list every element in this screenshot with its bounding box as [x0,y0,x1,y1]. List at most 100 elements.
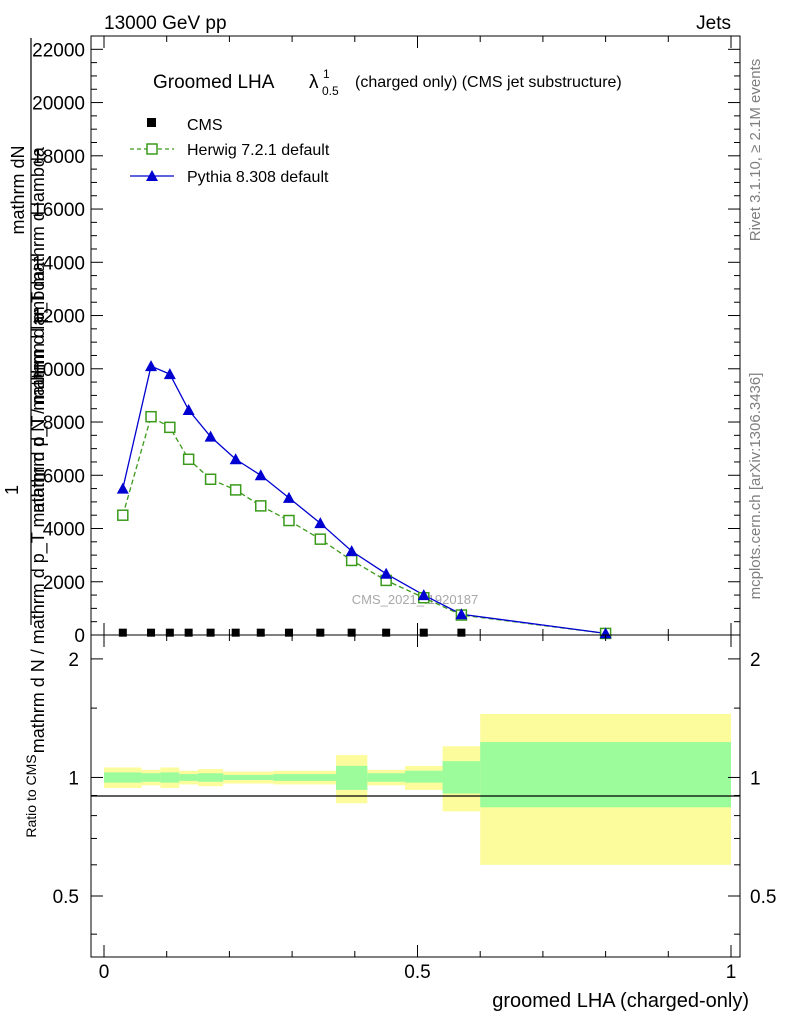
title-rest: (charged only) (CMS jet substructure) [355,74,622,91]
x-tick-label: 1 [726,962,737,983]
header-left: 13000 GeV pp [104,13,227,34]
ratio-bands [104,713,731,865]
ratio-y-tick-label-left: 2 [68,650,79,671]
main-y-tick-label: 16000 [32,200,85,221]
cms-point [165,628,174,637]
ratio-y-tick-label-left: 0.5 [53,887,79,908]
x-tick-label: 0 [99,962,110,983]
ratio-stat-uncertainty-band [223,774,274,781]
legend-pythia-label: Pythia 8.308 default [187,169,329,186]
pythia-point [182,404,195,416]
ratio-stat-uncertainty-band [160,772,180,783]
cms-point [382,628,391,637]
main-y-tick-label: 8000 [43,413,85,434]
ratio-y-tick-label-right: 2 [750,650,761,671]
title-lambda: λ [309,72,319,93]
y-label-prefix: 1 [2,485,22,495]
main-y-tick-label: 2000 [43,573,85,594]
cms-point [184,628,193,637]
ratio-stat-uncertainty-band [367,773,405,782]
x-tick-label: 0.5 [404,962,430,983]
ratio-y-tick-label-right: 1 [750,768,761,789]
title-sup: 1 [323,67,330,81]
cms-point [457,628,466,637]
ratio-stat-uncertainty-band [141,773,161,782]
ratio-ticks [91,635,740,957]
cms-point [206,628,215,637]
pythia-point [254,469,267,481]
main-y-tick-label: 12000 [32,307,85,328]
ratio-y-tick-label-right: 0.5 [750,887,776,908]
cms-point [347,628,356,637]
legend-herwig-label: Herwig 7.2.1 default [187,142,330,159]
ratio-stat-uncertainty-band [104,772,142,783]
analysis-watermark: CMS_2021_I1920187 [352,592,479,607]
legend-herwig-marker [146,143,158,155]
cms-point [256,628,265,637]
cms-point [419,628,428,637]
y-axis-label: mathrm dN mathrm d N / mathrm d p_T math… [2,38,49,753]
legend-pythia-marker [146,170,158,181]
legend: CMS Herwig 7.2.1 default Pythia 8.308 de… [130,117,330,186]
legend-cms-label: CMS [187,117,223,134]
main-y-tick-label: 14000 [32,253,85,274]
cms-point [231,628,240,637]
pythia-point [204,430,217,442]
herwig-point [255,500,267,512]
main-y-tick-label: 18000 [32,147,85,168]
pythia-point [145,360,158,372]
main-y-tick-labels: 0 2000 4000 6000 8000 10000 12000 14000 16000 180… [32,40,85,647]
ratio-stat-uncertainty-band [442,761,481,794]
ratio-frame [90,634,741,958]
pythia-point [417,589,430,601]
title-sub: 0.5 [322,84,339,98]
herwig-point [182,453,195,466]
pythia-series-line [122,365,606,635]
y-label-numer: mathrm dN [8,145,28,234]
y-label-denom: mathrm d N / mathrm d p_T mathrm d p_T m… [28,270,49,753]
title-main: Groomed LHA [153,72,275,93]
ratio-stat-uncertainty-band [198,773,224,782]
herwig-point [117,509,129,521]
cms-point [118,628,127,637]
main-y-tick-label: 0 [74,626,85,647]
ratio-stat-uncertainty-band [273,774,336,781]
ratio-stat-uncertainty-band [404,770,443,783]
pythia-point [345,545,358,557]
main-y-tick-label: 10000 [32,360,85,381]
ratio-stat-uncertainty-band [480,742,731,808]
pythia-point [229,453,242,465]
legend-cms-marker [147,118,156,127]
plot-title: Groomed LHA λ 1 0.5 (charged only) (CMS … [153,67,622,98]
pythia-point [282,491,295,503]
rivet-label: Rivet 3.1.10, ≥ 2.1M events [747,59,764,242]
main-y-tick-label: 20000 [32,94,85,115]
cms-point [147,628,156,637]
header-right: Jets [696,13,731,34]
cms-point [316,628,325,637]
pythia-point [314,517,327,529]
main-y-tick-label: 22000 [32,40,85,61]
herwig-point [283,514,295,527]
cms-point [284,628,293,637]
herwig-point [229,484,242,496]
series-layer [116,360,612,640]
pythia-point [455,608,468,620]
ratio-y-tick-label-left: 1 [68,768,79,789]
herwig-point [204,473,217,486]
x-axis-label: groomed LHA (charged-only) [492,990,749,1012]
pythia-point [163,368,176,380]
y-label-line1: mathrm d N / mathrm d p_T mathrm d lambd… [28,146,49,513]
pythia-point [380,567,393,579]
herwig-point [314,533,327,545]
pythia-point [116,482,129,494]
herwig-point [345,554,358,567]
main-y-tick-label: 6000 [43,466,85,487]
ratio-stat-uncertainty-band [179,774,199,781]
pythia-point [599,627,612,639]
herwig-point [164,421,176,434]
ratio-axis-label: Ratio to CMS [23,754,39,837]
main-y-tick-label: 4000 [43,520,85,541]
mcplots-label: mcplots.cern.ch [arXiv:1306.3436] [747,373,764,600]
